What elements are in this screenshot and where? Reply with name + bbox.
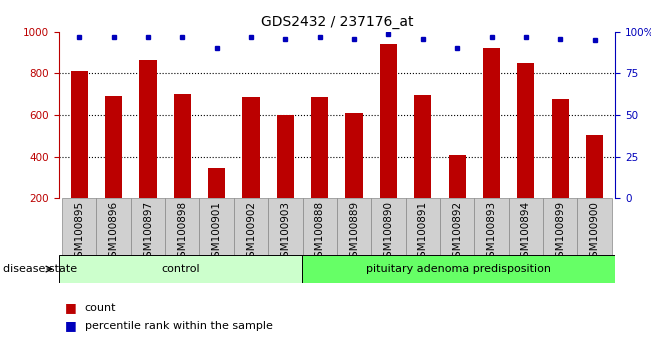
Bar — [165, 198, 199, 255]
Bar — [551, 99, 569, 198]
Text: GSM100892: GSM100892 — [452, 201, 462, 264]
Bar — [302, 255, 615, 283]
Text: ■: ■ — [65, 319, 77, 332]
Text: GSM100893: GSM100893 — [486, 201, 497, 264]
Text: GSM100902: GSM100902 — [246, 201, 256, 264]
Text: GSM100896: GSM100896 — [109, 201, 118, 264]
Bar — [440, 198, 475, 255]
Text: GSM100901: GSM100901 — [212, 201, 221, 264]
Bar — [371, 198, 406, 255]
Text: control: control — [161, 264, 200, 274]
Text: GSM100900: GSM100900 — [590, 201, 600, 264]
Bar — [303, 198, 337, 255]
Bar — [62, 198, 96, 255]
Text: GSM100899: GSM100899 — [555, 201, 565, 264]
Bar — [234, 198, 268, 255]
Bar — [483, 48, 500, 198]
Bar — [586, 135, 603, 198]
Text: GSM100890: GSM100890 — [383, 201, 393, 264]
Text: ■: ■ — [65, 302, 77, 314]
Bar — [406, 198, 440, 255]
Bar — [277, 115, 294, 198]
Bar — [311, 97, 328, 198]
Bar — [577, 198, 612, 255]
Bar — [70, 72, 88, 198]
Bar — [414, 95, 432, 198]
Text: GSM100889: GSM100889 — [349, 201, 359, 264]
Text: GSM100891: GSM100891 — [418, 201, 428, 264]
Text: count: count — [85, 303, 116, 313]
Bar — [449, 155, 465, 198]
Text: GSM100888: GSM100888 — [314, 201, 325, 264]
Bar — [337, 198, 371, 255]
Bar — [268, 198, 303, 255]
Text: disease state: disease state — [3, 264, 77, 274]
Text: GSM100898: GSM100898 — [177, 201, 187, 264]
Bar — [508, 198, 543, 255]
Bar — [346, 113, 363, 198]
Bar — [242, 97, 260, 198]
Text: GSM100897: GSM100897 — [143, 201, 153, 264]
Text: GSM100895: GSM100895 — [74, 201, 84, 264]
Text: percentile rank within the sample: percentile rank within the sample — [85, 321, 273, 331]
Bar — [174, 94, 191, 198]
Bar — [199, 198, 234, 255]
Text: GSM100894: GSM100894 — [521, 201, 531, 264]
Bar — [380, 44, 397, 198]
Bar — [105, 96, 122, 198]
Bar — [543, 198, 577, 255]
Text: GSM100903: GSM100903 — [281, 201, 290, 264]
Bar — [96, 198, 131, 255]
Bar — [208, 168, 225, 198]
Bar — [139, 60, 156, 198]
Title: GDS2432 / 237176_at: GDS2432 / 237176_at — [260, 16, 413, 29]
Bar — [131, 198, 165, 255]
Bar — [518, 63, 534, 198]
Text: pituitary adenoma predisposition: pituitary adenoma predisposition — [366, 264, 551, 274]
Bar — [59, 255, 302, 283]
Bar — [475, 198, 508, 255]
